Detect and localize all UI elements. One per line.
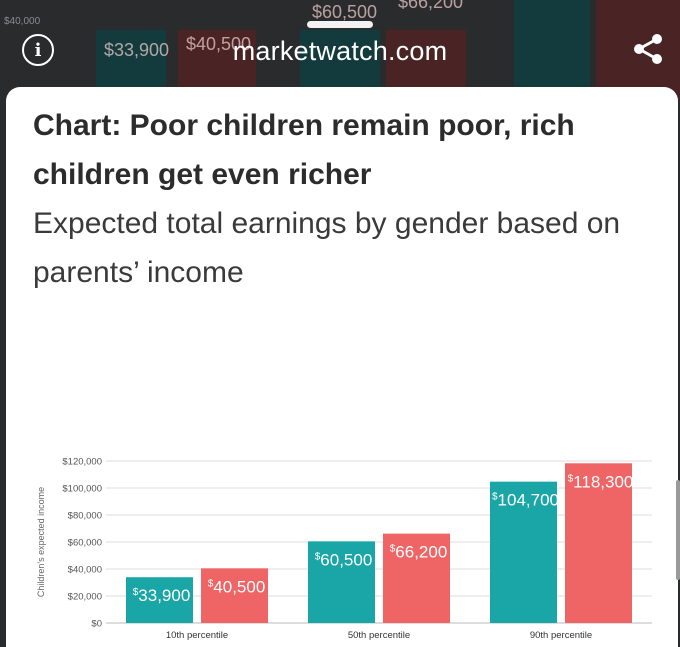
x-tick-label: 50th percentile [348,630,410,641]
data-label: $60,500 [315,550,373,569]
article-card: Chart: Poor children remain poor, rich c… [6,87,678,647]
x-tick-label: 90th percentile [530,630,592,641]
y-tick-label: $20,000 [68,592,102,603]
y-tick-label: $40,000 [68,565,102,576]
background-value-label: $40,500 [186,34,252,54]
bar-chart: $0 $20,000 $40,000 $60,000 $80,000 $100,000 $1… [36,457,652,641]
x-tick-label: 10th percentile [166,630,228,641]
site-title[interactable]: marketwatch.com [232,36,448,66]
drag-handle[interactable] [307,21,373,28]
article-headline: Chart: Poor children remain poor, rich c… [33,109,575,191]
browser-top-bar: i marketwatch.com [0,0,680,100]
bar-men [490,481,557,623]
article-subtitle: Expected total earnings by gender based … [33,207,621,289]
bar-women [201,568,268,623]
y-tick-label: $0 [91,619,102,630]
data-label: $118,300 [568,472,634,491]
background-value-label: $66,200 [398,0,464,12]
background-tick-label: $40,000 [4,16,41,27]
y-tick-label: $120,000 [62,457,102,468]
data-label: $40,500 [208,577,266,596]
data-label: $66,200 [390,543,448,562]
bar-women [565,463,632,623]
bar-women [383,533,450,623]
background-bar [514,0,590,100]
data-label: $33,900 [133,586,191,605]
y-tick-label: $60,000 [68,538,102,549]
background-value-label: $60,500 [312,2,378,22]
info-icon[interactable]: i [22,34,54,66]
data-label: $104,700 [492,491,559,510]
bar-men [308,541,375,623]
scrollbar[interactable] [676,480,680,580]
y-tick-label: $100,000 [62,484,102,495]
background-value-label: $33,900 [104,40,170,60]
bar-men [126,577,193,623]
y-axis-title: Children's expected income [36,487,46,597]
y-tick-label: $80,000 [68,511,102,522]
share-icon[interactable] [630,31,666,67]
